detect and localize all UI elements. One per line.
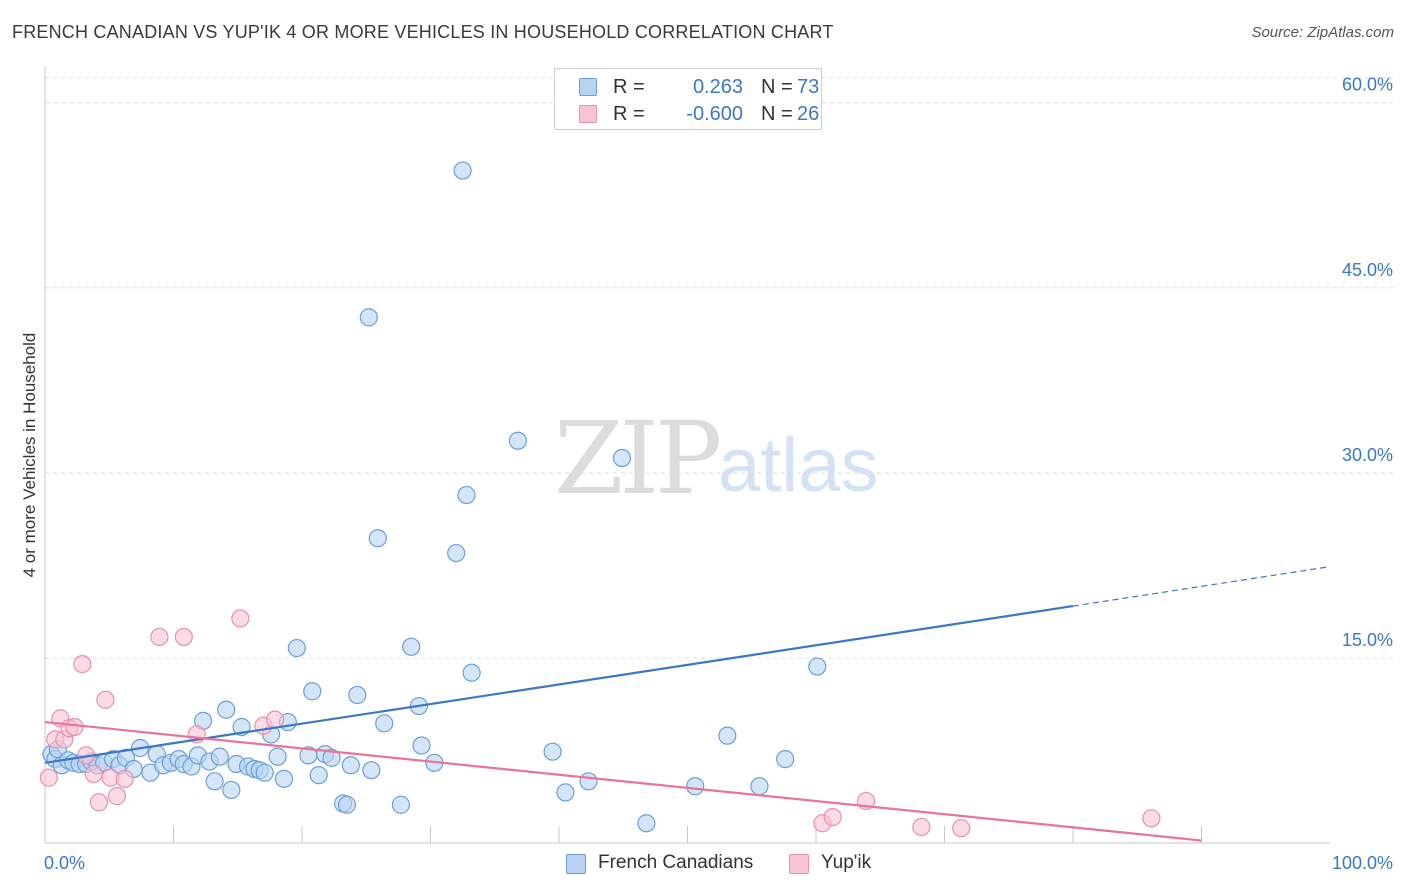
y-tick-label: 60.0% <box>1342 75 1393 95</box>
n-label: N = <box>761 76 793 98</box>
yupik-point <box>39 768 58 787</box>
french-canadian-point <box>255 763 274 782</box>
french-canadian-point <box>750 777 769 796</box>
french-canadian-point <box>210 747 229 766</box>
french-canadian-point <box>274 769 294 788</box>
french-canadian-point <box>222 780 241 800</box>
watermark-zip: ZIP <box>554 400 722 517</box>
blue-swatch-icon <box>579 78 597 96</box>
x-tick-label: 0.0% <box>44 853 85 873</box>
french-canadian-point <box>375 714 394 733</box>
legend-label: French Canadians <box>598 852 754 873</box>
yupik-point <box>115 769 134 788</box>
french-canadian-trendline <box>44 605 1074 764</box>
french-canadian-point <box>686 777 705 796</box>
yupik-point <box>912 817 931 837</box>
french-canadian-point <box>776 749 795 769</box>
french-canadian-point <box>462 663 481 682</box>
french-canadian-point <box>508 431 527 450</box>
yupik-point <box>107 787 127 806</box>
french-canadian-point <box>341 756 360 775</box>
french-canadian-point <box>268 747 287 766</box>
french-canadian-point <box>303 682 322 701</box>
source-label: Source: ZipAtlas.com <box>1251 24 1394 41</box>
blue-swatch-icon <box>566 854 586 874</box>
yupik-point <box>1142 809 1161 828</box>
r-value: 0.263 <box>692 76 743 98</box>
french-canadian-point <box>412 736 431 755</box>
yupik-point <box>150 627 169 647</box>
r-label: R = <box>613 76 645 98</box>
french-canadian-point <box>359 308 378 327</box>
french-canadian-point <box>579 772 598 791</box>
french-canadian-point <box>309 766 328 785</box>
french-canadian-point <box>205 772 224 791</box>
french-canadian-point <box>453 161 472 180</box>
french-canadian-point <box>612 448 632 468</box>
french-canadian-point <box>718 726 737 745</box>
french-canadian-point <box>543 742 562 761</box>
watermark-atlas: atlas <box>718 423 879 508</box>
yupik-point <box>231 609 250 628</box>
french-canadian-point <box>348 685 367 705</box>
yupik-point <box>84 764 103 784</box>
yupik-point <box>174 627 193 647</box>
french-canadian-point <box>391 795 411 814</box>
y-tick-label: 15.0% <box>1342 630 1393 650</box>
french-canadian-point <box>322 748 341 767</box>
yupik-point <box>65 717 84 737</box>
yupik-point <box>952 819 971 838</box>
pink-swatch-icon <box>579 105 597 123</box>
french-canadian-point <box>556 783 575 802</box>
n-value: 26 <box>797 103 820 125</box>
french-canadian-point <box>402 637 421 656</box>
french-canadian-point <box>362 761 381 780</box>
french-canadian-point <box>447 543 466 563</box>
legend-label: Yup'ik <box>821 852 872 873</box>
chart-title: FRENCH CANADIAN VS YUP'IK 4 OR MORE VEHI… <box>12 22 834 42</box>
french-canadian-point <box>457 485 476 505</box>
yupik-point <box>823 807 842 827</box>
yupik-point <box>73 654 92 674</box>
french-canadian-point <box>337 795 357 814</box>
yupik-point <box>89 793 109 812</box>
french-canadian-point <box>808 657 827 676</box>
r-label: R = <box>613 103 645 125</box>
yupik-point <box>96 690 115 709</box>
y-tick-label: 45.0% <box>1342 260 1393 280</box>
x-tick-label: 100.0% <box>1332 853 1393 873</box>
french-canadian-point <box>368 529 387 548</box>
french-canadian-point <box>217 700 236 719</box>
french-canadian-point <box>287 638 306 658</box>
french-canadian-trendline-extension <box>1072 566 1331 607</box>
yupik-trendline <box>44 720 1202 842</box>
pink-swatch-icon <box>789 854 809 874</box>
y-tick-label: 30.0% <box>1342 445 1393 465</box>
n-label: N = <box>761 103 793 125</box>
french-canadian-point <box>637 814 656 833</box>
r-value: -0.600 <box>686 103 743 125</box>
yupik-point <box>265 710 285 729</box>
n-value: 73 <box>797 76 820 98</box>
correlation-legend: R = 0.263 N = 73 R = -0.600 N = 26 <box>554 68 822 130</box>
